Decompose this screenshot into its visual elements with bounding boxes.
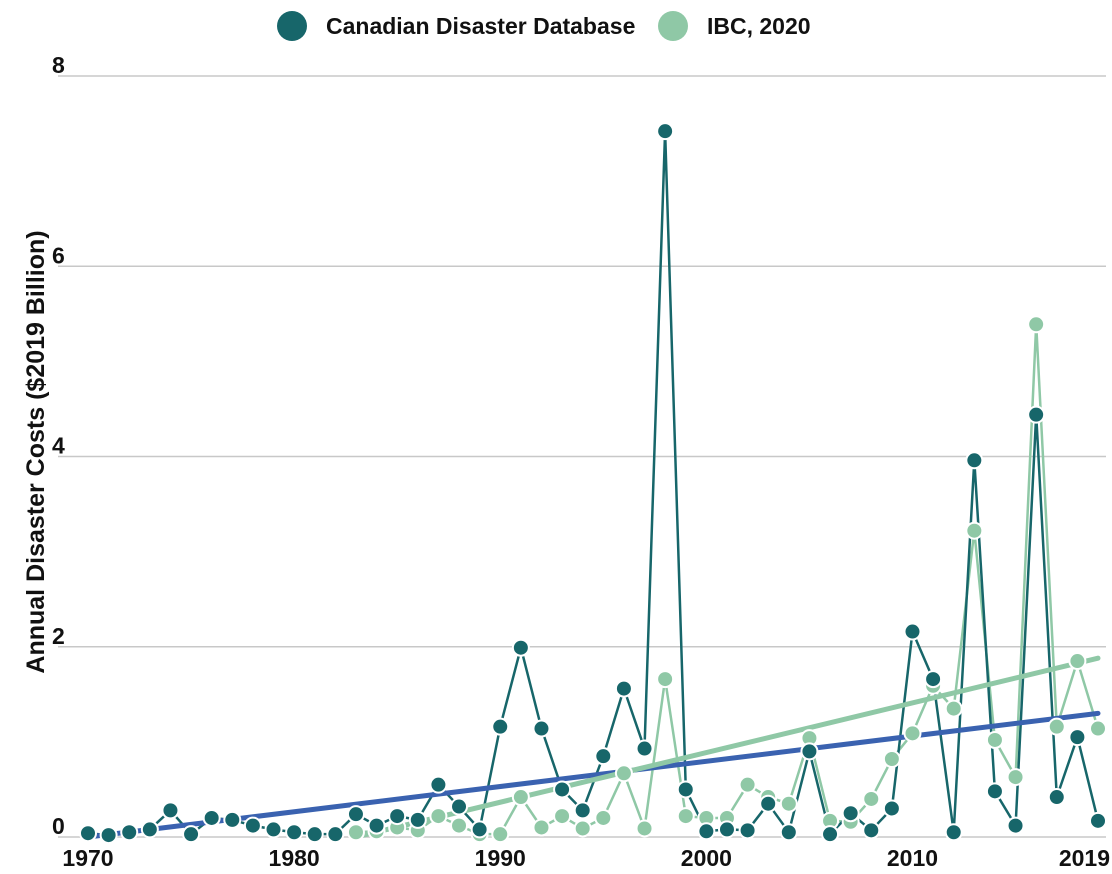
data-point-canadian-disaster-database-1989 bbox=[470, 820, 489, 839]
data-point-canadian-disaster-database-1980 bbox=[285, 823, 304, 842]
x-tick-label-2019: 2019 bbox=[1059, 845, 1110, 871]
data-point-ibc-2020-2014 bbox=[985, 730, 1004, 749]
data-point-canadian-disaster-database-2009 bbox=[882, 799, 901, 818]
data-point-ibc-2020-2010 bbox=[903, 724, 922, 743]
data-point-canadian-disaster-database-1977 bbox=[223, 810, 242, 829]
data-point-canadian-disaster-database-1970 bbox=[79, 824, 97, 843]
data-point-ibc-2020-2019 bbox=[1089, 719, 1107, 738]
x-tick-label-2010: 2010 bbox=[887, 845, 938, 871]
y-tick-label-8: 8 bbox=[52, 52, 65, 78]
y-tick-label-2: 2 bbox=[52, 623, 65, 649]
data-point-canadian-disaster-database-2007 bbox=[841, 804, 860, 823]
data-point-canadian-disaster-database-2000 bbox=[697, 822, 716, 841]
data-point-ibc-2020-1995 bbox=[594, 808, 613, 827]
data-point-canadian-disaster-database-2012 bbox=[944, 823, 963, 842]
data-point-ibc-2020-1999 bbox=[676, 807, 695, 826]
legend: Canadian Disaster Database IBC, 2020 bbox=[277, 11, 811, 41]
data-point-canadian-disaster-database-1986 bbox=[408, 810, 427, 829]
x-tick-label-1990: 1990 bbox=[475, 845, 526, 871]
data-point-ibc-2020-1987 bbox=[429, 807, 448, 826]
data-point-canadian-disaster-database-2014 bbox=[985, 782, 1004, 801]
data-point-canadian-disaster-database-1971 bbox=[99, 826, 118, 845]
y-tick-label-4: 4 bbox=[52, 433, 65, 459]
data-point-canadian-disaster-database-2015 bbox=[1006, 816, 1025, 835]
data-point-canadian-disaster-database-2013 bbox=[965, 451, 984, 470]
data-point-ibc-2020-2008 bbox=[862, 789, 881, 808]
data-point-canadian-disaster-database-2010 bbox=[903, 622, 922, 641]
x-tick-label-1970: 1970 bbox=[62, 845, 113, 871]
data-point-canadian-disaster-database-1998 bbox=[656, 122, 675, 141]
data-point-canadian-disaster-database-2018 bbox=[1068, 728, 1087, 747]
trendline-ibc-2020 bbox=[353, 655, 1101, 840]
x-tick-label-1980: 1980 bbox=[269, 845, 320, 871]
data-point-canadian-disaster-database-1982 bbox=[326, 825, 345, 844]
data-point-canadian-disaster-database-1975 bbox=[182, 825, 201, 844]
data-point-canadian-disaster-database-2017 bbox=[1047, 788, 1066, 807]
data-point-canadian-disaster-database-2004 bbox=[779, 823, 798, 842]
data-point-canadian-disaster-database-1995 bbox=[594, 747, 613, 766]
data-point-canadian-disaster-database-1996 bbox=[614, 679, 633, 698]
data-point-canadian-disaster-database-2008 bbox=[862, 821, 881, 840]
data-point-canadian-disaster-database-1978 bbox=[243, 816, 262, 835]
data-point-ibc-2020-2002 bbox=[738, 775, 757, 794]
data-point-canadian-disaster-database-1983 bbox=[346, 805, 365, 824]
data-point-ibc-2020-1994 bbox=[573, 819, 592, 838]
data-point-ibc-2020-2016 bbox=[1027, 315, 1046, 334]
legend-label-ibc-2020: IBC, 2020 bbox=[707, 13, 811, 39]
legend-label-canadian-disaster-database: Canadian Disaster Database bbox=[326, 13, 635, 39]
data-point-canadian-disaster-database-1981 bbox=[305, 825, 324, 844]
data-point-canadian-disaster-database-2016 bbox=[1027, 405, 1046, 424]
data-point-ibc-2020-1998 bbox=[656, 670, 675, 689]
data-point-canadian-disaster-database-2001 bbox=[717, 820, 736, 839]
y-tick-label-0: 0 bbox=[52, 813, 65, 839]
data-point-ibc-2020-1983 bbox=[346, 823, 365, 842]
data-point-canadian-disaster-database-2019 bbox=[1089, 811, 1107, 830]
data-point-canadian-disaster-database-2002 bbox=[738, 821, 757, 840]
data-point-canadian-disaster-database-1993 bbox=[553, 780, 572, 799]
data-point-ibc-2020-2018 bbox=[1068, 652, 1087, 671]
data-point-ibc-2020-1997 bbox=[635, 819, 654, 838]
data-point-ibc-2020-1990 bbox=[491, 825, 510, 844]
data-point-canadian-disaster-database-2006 bbox=[821, 825, 840, 844]
data-point-ibc-2020-1996 bbox=[614, 764, 633, 783]
data-point-canadian-disaster-database-1976 bbox=[202, 808, 221, 827]
data-point-canadian-disaster-database-1985 bbox=[388, 807, 407, 826]
data-point-canadian-disaster-database-1988 bbox=[450, 797, 469, 816]
y-axis-title: Annual Disaster Costs ($2019 Billion) bbox=[22, 230, 50, 673]
data-point-canadian-disaster-database-1972 bbox=[120, 823, 139, 842]
data-point-ibc-2020-2012 bbox=[944, 699, 963, 718]
data-point-canadian-disaster-database-2005 bbox=[800, 742, 819, 761]
legend-marker-canadian-disaster-database bbox=[277, 11, 307, 41]
legend-marker-ibc-2020 bbox=[658, 11, 688, 41]
trendline-canadian-disaster-database bbox=[85, 710, 1101, 840]
data-point-ibc-2020-1988 bbox=[450, 816, 469, 835]
y-tick-label-6: 6 bbox=[52, 242, 65, 268]
data-point-ibc-2020-2017 bbox=[1047, 717, 1066, 736]
data-point-canadian-disaster-database-1973 bbox=[140, 820, 159, 839]
data-point-canadian-disaster-database-2003 bbox=[759, 794, 778, 813]
data-point-canadian-disaster-database-1991 bbox=[511, 638, 530, 657]
data-point-ibc-2020-2013 bbox=[965, 521, 984, 540]
x-tick-label-2000: 2000 bbox=[681, 845, 732, 871]
data-point-canadian-disaster-database-1999 bbox=[676, 780, 695, 799]
data-point-ibc-2020-1992 bbox=[532, 818, 551, 837]
data-point-canadian-disaster-database-1987 bbox=[429, 775, 448, 794]
data-point-canadian-disaster-database-1984 bbox=[367, 816, 386, 835]
data-point-canadian-disaster-database-1990 bbox=[491, 717, 510, 736]
data-point-canadian-disaster-database-1992 bbox=[532, 719, 551, 738]
data-point-ibc-2020-2009 bbox=[882, 749, 901, 768]
data-point-canadian-disaster-database-1997 bbox=[635, 739, 654, 758]
data-point-ibc-2020-2015 bbox=[1006, 768, 1025, 787]
data-point-canadian-disaster-database-2011 bbox=[924, 670, 943, 689]
data-point-canadian-disaster-database-1994 bbox=[573, 801, 592, 820]
data-point-ibc-2020-1991 bbox=[511, 788, 530, 807]
data-point-canadian-disaster-database-1979 bbox=[264, 820, 283, 839]
data-point-canadian-disaster-database-1974 bbox=[161, 801, 180, 820]
data-point-ibc-2020-1993 bbox=[553, 807, 572, 826]
data-point-ibc-2020-2004 bbox=[779, 794, 798, 813]
